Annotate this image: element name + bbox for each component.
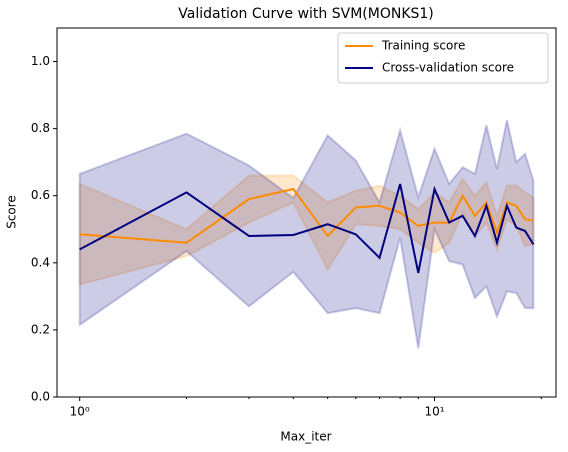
x-tick-label: 10⁰ xyxy=(70,405,90,419)
axes-frame xyxy=(56,27,557,398)
legend-label: Cross-validation score xyxy=(382,61,514,75)
std-band xyxy=(78,120,535,349)
y-tick-label: 0.8 xyxy=(31,121,50,135)
x-tick-label: 10¹ xyxy=(424,405,444,419)
legend: Training score Cross-validation score xyxy=(337,32,549,84)
y-tick-label: 0.4 xyxy=(31,255,50,269)
y-tick-label: 0.6 xyxy=(31,188,50,202)
y-tick-label: 0.2 xyxy=(31,322,50,336)
y-tick-label: 1.0 xyxy=(31,54,50,68)
y-axis-label: Score xyxy=(5,195,19,229)
legend-label: Training score xyxy=(381,39,465,53)
series-line xyxy=(79,183,535,274)
series-line xyxy=(79,187,534,244)
legend-box xyxy=(337,32,549,84)
x-axis-label: Max_iter xyxy=(280,430,331,444)
chart-title: Validation Curve with SVM(MONKS1) xyxy=(178,6,434,22)
y-tick-label: 0.0 xyxy=(31,390,50,404)
